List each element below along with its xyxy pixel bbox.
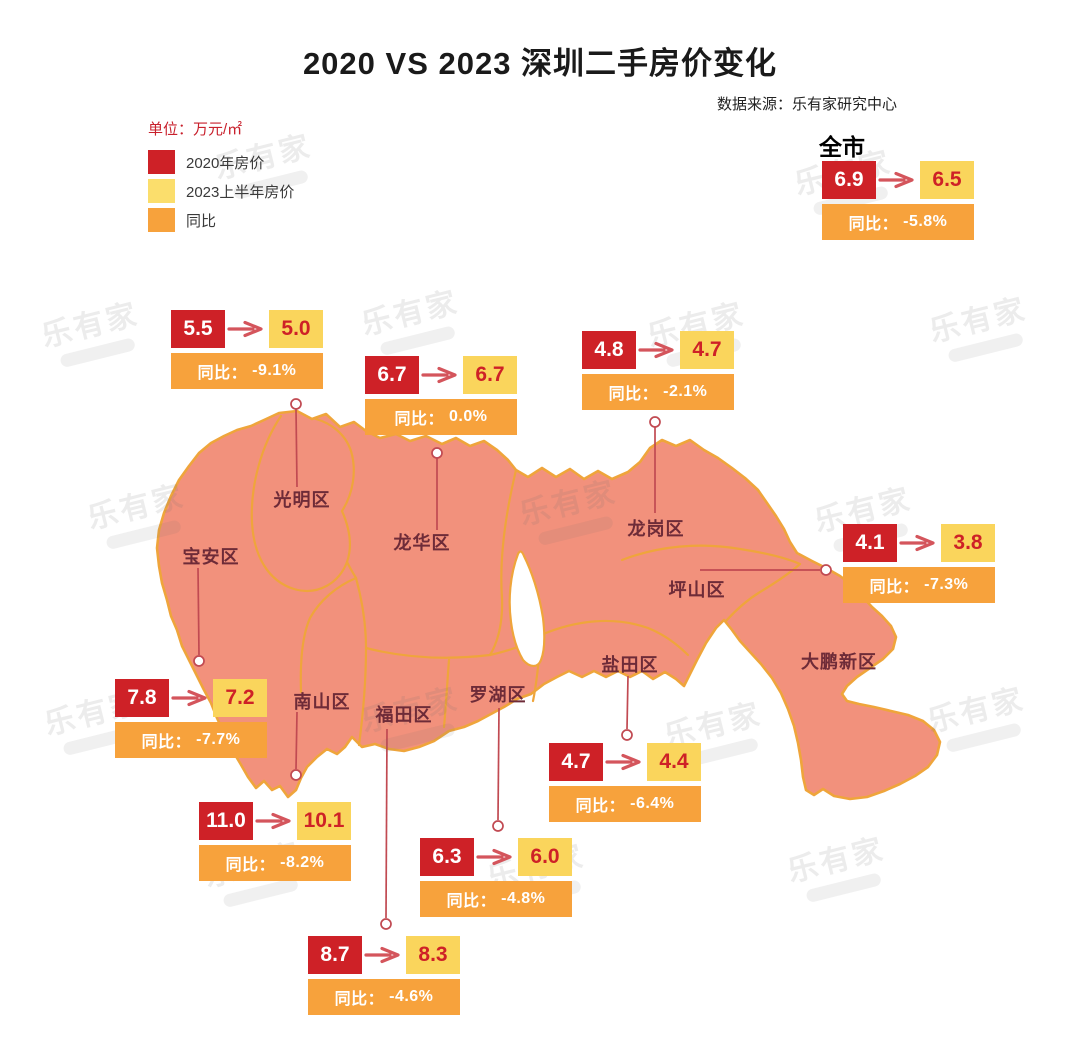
price-2023-box: 7.2: [213, 679, 267, 717]
yoy-bar: 同比： -8.2%: [199, 845, 351, 881]
callout-longhua: 6.7 6.7 同比： 0.0%: [365, 356, 517, 435]
yoy-label: 同比：: [225, 857, 276, 874]
legend-swatch-yoy: [148, 208, 175, 232]
arrow-right-icon: [227, 320, 263, 338]
yoy-value: -2.1%: [663, 383, 708, 400]
callout-futian: 8.7 8.3 同比： -4.6%: [308, 936, 460, 1015]
price-2023-box: 6.7: [463, 356, 517, 394]
district-label-dapeng: 大鹏新区: [801, 652, 877, 672]
yoy-value: -7.7%: [196, 731, 241, 748]
arrow-right-icon: [364, 946, 400, 964]
arrow-right-icon: [171, 689, 207, 707]
district-label-longgang: 龙岗区: [627, 519, 685, 539]
district-label-pingshan: 坪山区: [668, 580, 726, 600]
yoy-label: 同比：: [869, 579, 920, 596]
price-2023-box: 6.5: [920, 161, 974, 199]
yoy-bar: 同比： -5.8%: [822, 204, 974, 240]
price-2023-box: 4.4: [647, 743, 701, 781]
district-label-nanshan: 南山区: [293, 692, 351, 712]
yoy-bar: 同比： 0.0%: [365, 399, 517, 435]
unit-label: 单位：万元/㎡: [148, 121, 243, 138]
yoy-bar: 同比： -4.8%: [420, 881, 572, 917]
legend-item-yoy: 同比: [148, 208, 294, 232]
price-2020-box: 4.1: [843, 524, 897, 562]
yoy-value: 0.0%: [449, 408, 488, 425]
arrow-right-icon: [878, 171, 914, 189]
district-label-baoan: 宝安区: [182, 547, 240, 567]
legend-swatch-2023: [148, 179, 175, 203]
district-label-futian: 福田区: [375, 705, 433, 725]
price-2020-box: 6.3: [420, 838, 474, 876]
price-2023-box: 8.3: [406, 936, 460, 974]
legend-item-2020: 2020年房价: [148, 150, 294, 174]
legend: 单位：万元/㎡ 2020年房价 2023上半年房价 同比: [148, 118, 294, 237]
district-borders: [250, 414, 802, 747]
district-label-guangming: 光明区: [273, 490, 331, 510]
price-2020-box: 11.0: [199, 802, 253, 840]
yoy-value: -5.8%: [903, 213, 948, 230]
page-title: 2020 VS 2023 深圳二手房价变化: [302, 46, 778, 81]
price-2023-box: 5.0: [269, 310, 323, 348]
yoy-label: 同比：: [394, 411, 445, 428]
callout-pingshan: 4.1 3.8 同比： -7.3%: [843, 524, 995, 603]
price-2020-box: 6.7: [365, 356, 419, 394]
yoy-label: 同比：: [848, 216, 899, 233]
reservoir-notch: [508, 550, 546, 668]
yoy-label: 同比：: [141, 734, 192, 751]
price-2023-box: 4.7: [680, 331, 734, 369]
price-2020-box: 4.8: [582, 331, 636, 369]
arrow-right-icon: [476, 848, 512, 866]
callout-yantian: 4.7 4.4 同比： -6.4%: [549, 743, 701, 822]
price-2023-box: 6.0: [518, 838, 572, 876]
yoy-bar: 同比： -6.4%: [549, 786, 701, 822]
callout-baoan: 7.8 7.2 同比： -7.7%: [115, 679, 267, 758]
yoy-label: 同比：: [575, 798, 626, 815]
yoy-bar: 同比： -7.7%: [115, 722, 267, 758]
yoy-value: -6.4%: [630, 795, 675, 812]
arrow-right-icon: [421, 366, 457, 384]
yoy-value: -9.1%: [252, 362, 297, 379]
price-2020-box: 7.8: [115, 679, 169, 717]
yoy-bar: 同比： -7.3%: [843, 567, 995, 603]
price-2023-box: 10.1: [297, 802, 351, 840]
yoy-value: -4.8%: [501, 890, 546, 907]
leader-lines: [197, 408, 820, 919]
district-label-longhua: 龙华区: [393, 533, 451, 553]
price-2020-box: 8.7: [308, 936, 362, 974]
leader-dots: [193, 398, 832, 930]
yoy-label: 同比：: [197, 365, 248, 382]
district-label-luohu: 罗湖区: [469, 685, 527, 705]
arrow-right-icon: [605, 753, 641, 771]
legend-swatch-2020: [148, 150, 175, 174]
yoy-value: -8.2%: [280, 854, 325, 871]
price-2020-box: 5.5: [171, 310, 225, 348]
shenzhen-map-outline: [155, 409, 942, 801]
yoy-value: -7.3%: [924, 576, 969, 593]
data-source: 数据来源：乐有家研究中心: [716, 96, 897, 113]
callout-guangming: 5.5 5.0 同比： -9.1%: [171, 310, 323, 389]
callout-nanshan: 11.0 10.1 同比： -8.2%: [199, 802, 351, 881]
yoy-label: 同比：: [334, 991, 385, 1008]
arrow-right-icon: [638, 341, 674, 359]
yoy-value: -4.6%: [389, 988, 434, 1005]
district-label-yantian: 盐田区: [601, 655, 659, 675]
arrow-right-icon: [255, 812, 291, 830]
arrow-right-icon: [899, 534, 935, 552]
yoy-bar: 同比： -2.1%: [582, 374, 734, 410]
legend-item-2023: 2023上半年房价: [148, 179, 294, 203]
citywide-title: 全市: [819, 134, 865, 160]
yoy-bar: 同比： -4.6%: [308, 979, 460, 1015]
price-2023-box: 3.8: [941, 524, 995, 562]
yoy-label: 同比：: [446, 893, 497, 910]
callout-citywide: 6.9 6.5 同比： -5.8%: [822, 161, 974, 240]
callout-luohu: 6.3 6.0 同比： -4.8%: [420, 838, 572, 917]
callout-longgang: 4.8 4.7 同比： -2.1%: [582, 331, 734, 410]
yoy-label: 同比：: [608, 386, 659, 403]
yoy-bar: 同比： -9.1%: [171, 353, 323, 389]
price-2020-box: 6.9: [822, 161, 876, 199]
price-2020-box: 4.7: [549, 743, 603, 781]
